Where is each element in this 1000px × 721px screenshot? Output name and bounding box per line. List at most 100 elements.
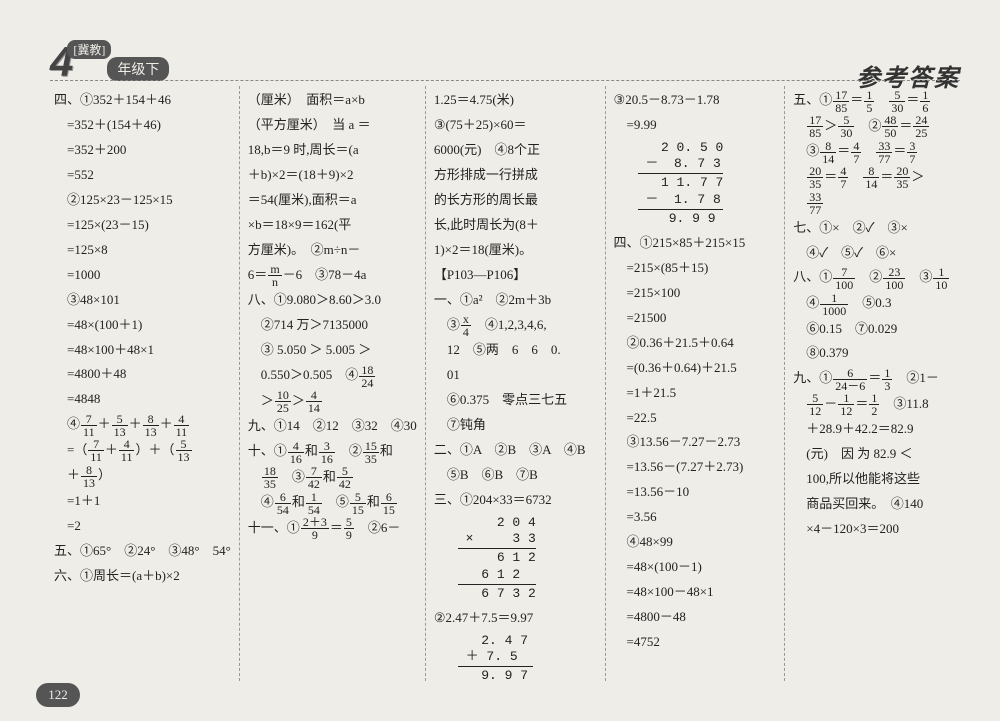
arithmetic-block: 2 0 4 × 3 3 6 1 2 6 1 2 6 7 3 2: [458, 515, 536, 602]
text-line: ＞1025＞414: [248, 389, 417, 415]
text-line: 长,此时周长为(8＋: [434, 213, 597, 238]
text-line: ④48×99: [614, 530, 777, 555]
text-line: 1.25＝4.75(米): [434, 88, 597, 113]
text-line: =48×100＋48×1: [54, 338, 231, 363]
page-number-badge: 122: [36, 683, 80, 707]
text-line: =352＋(154＋46): [54, 113, 231, 138]
text-line: =4848: [54, 387, 231, 412]
column-1: 四、①352＋154＋46 =352＋(154＋46) =352＋200 =55…: [46, 86, 240, 681]
text-line: ×4－120×3＝200: [793, 517, 956, 542]
text-line: 十一、①2＋39＝59 ②6－: [248, 516, 417, 542]
text-line: =3.56: [614, 505, 777, 530]
text-line: =9.99: [614, 113, 777, 138]
text-line: =352＋200: [54, 138, 231, 163]
text-line: ③ 5.050 ＞ 5.005 ＞: [248, 338, 417, 363]
text-line: 的长方形的周长最: [434, 188, 597, 213]
column-2: （厘米） 面积＝a×b（平方厘米） 当 a ＝18,b＝9 时,周长＝(a＋b)…: [240, 86, 426, 681]
text-line: =552: [54, 163, 231, 188]
text-line: ＝54(厘米),面积＝a: [248, 188, 417, 213]
text-line: =4800＋48: [54, 362, 231, 387]
text-line: ②2.47＋7.5＝9.97: [434, 606, 597, 631]
column-3: 1.25＝4.75(米)③(75＋25)×60＝6000(元) ④8个正方形排成…: [426, 86, 606, 681]
text-line: ＋b)×2＝(18＋9)×2: [248, 163, 417, 188]
text-line: ③x4 ④1,2,3,4,6,: [434, 313, 597, 339]
text-line: ⑥0.375 零点三七五: [434, 388, 597, 413]
text-line: 十、①416和316 ②1535和: [248, 439, 417, 465]
text-line: 八、①7100 ②23100 ③110: [793, 265, 956, 291]
text-line: 1)×2＝18(厘米)。: [434, 238, 597, 263]
text-line: ②0.36＋21.5＋0.64: [614, 331, 777, 356]
text-line: ④711＋513＋813＋411: [54, 412, 231, 438]
text-line: =125×(23－15): [54, 213, 231, 238]
text-line: 1835 ③742和542: [248, 465, 417, 491]
text-line: 512－112＝12 ③11.8: [793, 392, 956, 418]
text-line: ③814＝47 3377＝37: [793, 139, 956, 165]
text-line: ×b＝18×9＝162(平: [248, 213, 417, 238]
text-line: 五、①65° ②24° ③48° 54°: [54, 539, 231, 564]
text-line: 四、①215×85＋215×15: [614, 231, 777, 256]
grade-label: 年级下: [107, 57, 169, 81]
text-line: =(0.36＋0.64)＋21.5: [614, 356, 777, 381]
page-header: 4 [冀教] 年级下 参考答案: [0, 20, 1000, 80]
text-line: =4800－48: [614, 605, 777, 630]
text-line: ②125×23－125×15: [54, 188, 231, 213]
text-line: ③48×101: [54, 288, 231, 313]
text-line: 四、①352＋154＋46: [54, 88, 231, 113]
text-line: 方形排成一行拼成: [434, 163, 597, 188]
text-line: 七、①× ②✓ ③×: [793, 216, 956, 241]
text-line: 二、①A ②B ③A ④B: [434, 438, 597, 463]
text-line: =13.56－(7.27＋2.73): [614, 455, 777, 480]
text-line: =22.5: [614, 406, 777, 431]
text-line: =48×(100－1): [614, 555, 777, 580]
text-line: 6＝mn－6 ③78－4a: [248, 263, 417, 289]
column-4: ③20.5－8.73－1.78 =9.99 2 0. 5 0 － 8. 7 3 …: [606, 86, 786, 681]
text-line: ③(75＋25)×60＝: [434, 113, 597, 138]
text-line: 100,所以他能将这些: [793, 467, 956, 492]
arithmetic-block: 2 0. 5 0 － 8. 7 3 1 1. 7 7 － 1. 7 8 9. 9…: [638, 140, 724, 227]
text-line: 六、①周长＝(a＋b)×2: [54, 564, 231, 589]
text-line: =125×8: [54, 238, 231, 263]
text-line: ⑤B ⑥B ⑦B: [434, 463, 597, 488]
text-line: =215×(85＋15): [614, 256, 777, 281]
text-line: =13.56－10: [614, 480, 777, 505]
text-line: =1＋1: [54, 489, 231, 514]
text-line: =21500: [614, 306, 777, 331]
text-line: 12 ⑤两 6 6 0.: [434, 338, 597, 363]
text-line: 18,b＝9 时,周长＝(a: [248, 138, 417, 163]
text-line: 商品买回来。 ④140: [793, 492, 956, 517]
text-line: =48×100－48×1: [614, 580, 777, 605]
text-line: （平方厘米） 当 a ＝: [248, 113, 417, 138]
text-line: 方厘米)。 ②m÷n－: [248, 238, 417, 263]
grade-badge: 4 [冀教] 年级下: [50, 38, 169, 86]
text-line: 一、①a² ②2m＋3b: [434, 288, 597, 313]
column-5: 五、①1785＝15 530＝16 1785＞530 ②4850＝2425 ③8…: [785, 86, 964, 681]
text-line: ⑦钝角: [434, 413, 597, 438]
text-line: ＋28.9＋42.2＝82.9: [793, 417, 956, 442]
text-line: =4752: [614, 630, 777, 655]
header-divider: [50, 80, 960, 81]
text-line: =215×100: [614, 281, 777, 306]
text-line: （厘米） 面积＝a×b: [248, 88, 417, 113]
text-line: 0.550＞0.505 ④1824: [248, 363, 417, 389]
text-line: ＋813）: [54, 463, 231, 489]
text-line: 九、①14 ②12 ③32 ④30: [248, 414, 417, 439]
text-line: ④654和154 ⑤515和615: [248, 490, 417, 516]
text-line: ③20.5－8.73－1.78: [614, 88, 777, 113]
text-line: =1000: [54, 263, 231, 288]
text-line: =1＋21.5: [614, 381, 777, 406]
text-line: 1785＞530 ②4850＝2425: [793, 114, 956, 140]
text-line: =（711＋411）＋（513: [54, 438, 231, 464]
text-line: ⑥0.15 ⑦0.029: [793, 317, 956, 342]
text-line: 五、①1785＝15 530＝16: [793, 88, 956, 114]
text-line: =48×(100＋1): [54, 313, 231, 338]
text-line: 01: [434, 363, 597, 388]
text-line: 三、①204×33＝6732: [434, 488, 597, 513]
text-line: 2035＝47 814＝2035＞: [793, 165, 956, 191]
text-line: 九、①624－6＝13 ②1－: [793, 366, 956, 392]
text-line: 3377: [793, 190, 956, 216]
answer-page: 4 [冀教] 年级下 参考答案 四、①352＋154＋46 =352＋(154＋…: [0, 0, 1000, 721]
text-line: =2: [54, 514, 231, 539]
content-columns: 四、①352＋154＋46 =352＋(154＋46) =352＋200 =55…: [46, 86, 964, 681]
text-line: ②714 万＞7135000: [248, 313, 417, 338]
text-line: ③13.56－7.27－2.73: [614, 430, 777, 455]
